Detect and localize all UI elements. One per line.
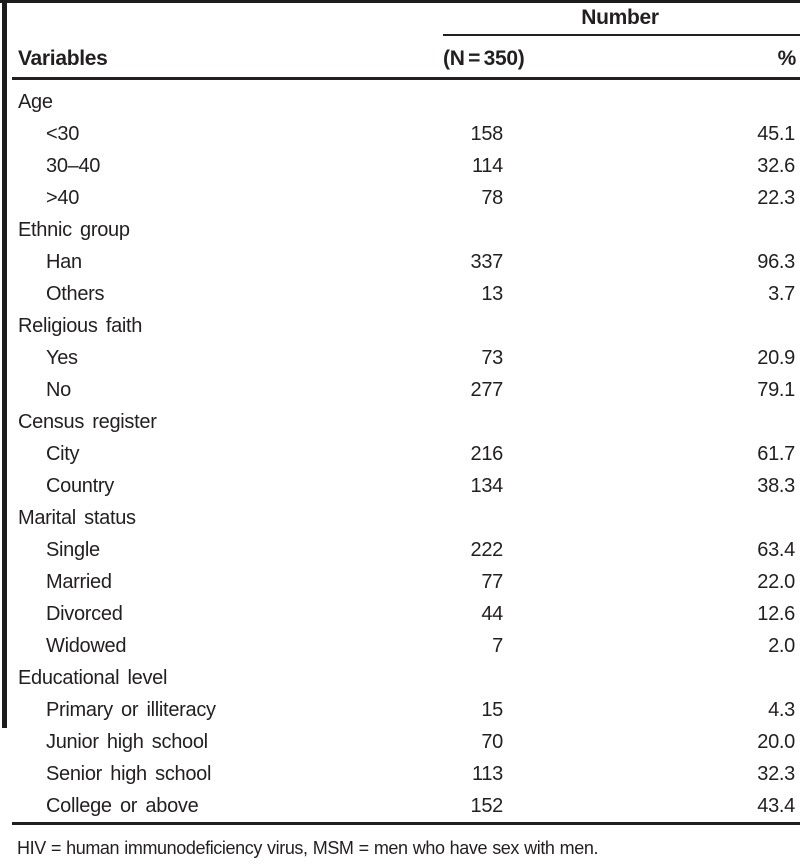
row-percent: 32.3 (757, 762, 795, 785)
row-percent: 20.9 (757, 346, 795, 369)
data-row: 30–40 114 32.6 (0, 150, 800, 182)
row-number: 15 (481, 698, 503, 721)
row-number: 113 (472, 762, 503, 785)
section-label: Educational level (18, 666, 168, 689)
data-row: Divorced 44 12.6 (0, 598, 800, 630)
data-row: Country 134 38.3 (0, 470, 800, 502)
top-rule (0, 0, 800, 3)
row-number: 337 (470, 250, 504, 273)
col-header-percent: % (777, 47, 797, 70)
row-label: No (46, 378, 71, 401)
row-percent: 22.0 (757, 570, 795, 593)
row-label: <30 (46, 122, 80, 145)
row-label: Country (46, 474, 114, 497)
section-label: Ethnic group (18, 218, 130, 241)
data-row: <30 158 45.1 (0, 118, 800, 150)
row-percent: 20.0 (757, 730, 795, 753)
row-number: 73 (481, 346, 503, 369)
section-label: Marital status (18, 506, 136, 529)
data-row: Single 222 63.4 (0, 534, 800, 566)
header-rule (12, 77, 800, 80)
table-header: Number Variables (N = 350) % (0, 0, 800, 86)
row-label: Han (46, 250, 82, 273)
row-label: Widowed (46, 634, 127, 657)
data-row: >40 78 22.3 (0, 182, 800, 214)
row-label: Single (46, 538, 100, 561)
section-row: Ethnic group (0, 214, 800, 246)
number-underline-rule (443, 34, 800, 36)
row-label: City (46, 442, 80, 465)
row-percent: 12.6 (757, 602, 795, 625)
row-label: Junior high school (46, 730, 208, 753)
row-percent: 22.3 (757, 186, 795, 209)
section-row: Marital status (0, 502, 800, 534)
row-number: 7 (492, 634, 503, 657)
row-label: Primary or illiteracy (46, 698, 216, 721)
row-label: Married (46, 570, 112, 593)
data-row: Han 337 96.3 (0, 246, 800, 278)
row-label: 30–40 (46, 154, 101, 177)
data-row: Primary or illiteracy 15 4.3 (0, 694, 800, 726)
bottom-rule (12, 822, 800, 825)
data-row: City 216 61.7 (0, 438, 800, 470)
row-number: 78 (481, 186, 503, 209)
row-percent: 96.3 (757, 250, 795, 273)
row-percent: 61.7 (757, 442, 795, 465)
col-header-n: (N = 350) (443, 47, 525, 70)
table-footnote: HIV = human immunodeficiency virus, MSM … (17, 838, 599, 858)
row-label: Yes (46, 346, 78, 369)
row-number: 152 (470, 794, 504, 817)
row-label: Divorced (46, 602, 123, 625)
section-label: Census register (18, 410, 157, 433)
row-number: 158 (470, 122, 504, 145)
row-number: 222 (470, 538, 504, 561)
row-percent: 63.4 (757, 538, 795, 561)
row-number: 216 (470, 442, 504, 465)
row-number: 70 (481, 730, 503, 753)
row-percent: 79.1 (757, 378, 795, 401)
section-row: Educational level (0, 662, 800, 694)
data-row: Others 13 3.7 (0, 278, 800, 310)
row-number: 77 (481, 570, 503, 593)
col-header-variables: Variables (18, 47, 108, 70)
row-percent: 45.1 (757, 122, 795, 145)
row-label: Senior high school (46, 762, 212, 785)
row-label: College or above (46, 794, 199, 817)
row-number: 44 (481, 602, 503, 625)
row-percent: 38.3 (757, 474, 795, 497)
section-label: Religious faith (18, 314, 143, 337)
row-percent: 32.6 (757, 154, 795, 177)
row-number: 114 (472, 154, 503, 177)
data-row: College or above 152 43.4 (0, 790, 800, 822)
data-row: No 277 79.1 (0, 374, 800, 406)
section-row: Census register (0, 406, 800, 438)
section-row: Age (0, 86, 800, 118)
row-percent: 43.4 (757, 794, 795, 817)
row-percent: 4.3 (768, 698, 795, 721)
data-row: Married 77 22.0 (0, 566, 800, 598)
row-label: Others (46, 282, 105, 305)
col-header-number: Number (581, 6, 659, 29)
section-label: Age (18, 90, 53, 113)
data-row: Senior high school 113 32.3 (0, 758, 800, 790)
row-percent: 3.7 (768, 282, 795, 305)
section-row: Religious faith (0, 310, 800, 342)
data-row: Junior high school 70 20.0 (0, 726, 800, 758)
table-body: Age <30 158 45.1 30–40 114 32.6 >40 78 22.3 Ethnic… (0, 86, 800, 822)
row-percent: 2.0 (768, 634, 795, 657)
data-row: Widowed 7 2.0 (0, 630, 800, 662)
row-number: 13 (481, 282, 503, 305)
data-row: Yes 73 20.9 (0, 342, 800, 374)
row-label: >40 (46, 186, 80, 209)
row-number: 134 (470, 474, 504, 497)
row-number: 277 (470, 378, 504, 401)
left-border-line (2, 0, 7, 728)
